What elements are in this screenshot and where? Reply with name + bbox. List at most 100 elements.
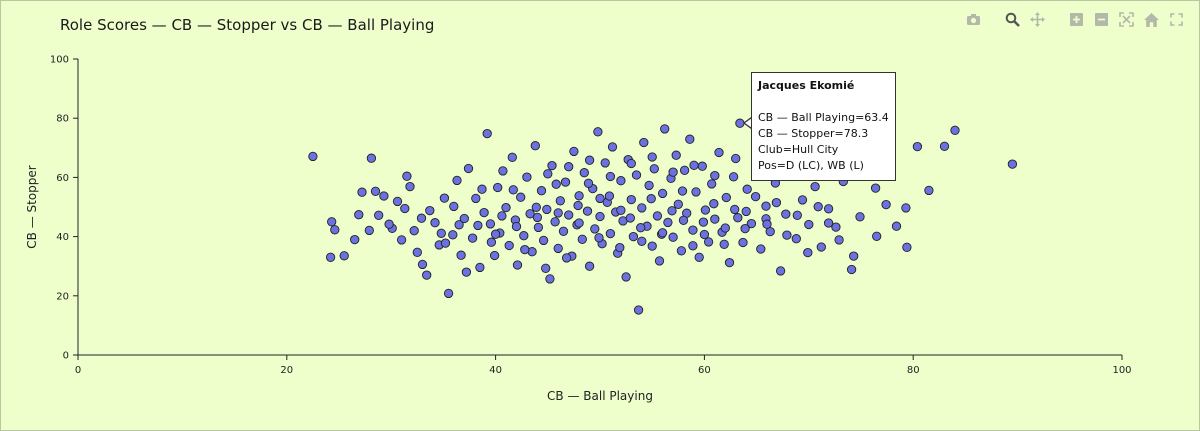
data-point[interactable]	[456, 250, 466, 260]
data-point[interactable]	[721, 192, 731, 203]
data-point[interactable]	[668, 167, 678, 177]
data-point[interactable]	[553, 243, 563, 254]
data-point[interactable]	[679, 165, 690, 175]
data-point[interactable]	[891, 221, 902, 231]
data-point[interactable]	[823, 204, 834, 214]
data-point[interactable]	[440, 238, 451, 248]
data-point[interactable]	[543, 169, 553, 179]
data-point[interactable]	[741, 206, 751, 217]
data-point[interactable]	[512, 260, 523, 270]
data-point[interactable]	[810, 181, 820, 192]
data-point[interactable]	[417, 259, 428, 270]
data-point[interactable]	[392, 196, 403, 207]
data-point[interactable]	[545, 274, 555, 284]
data-point[interactable]	[688, 225, 698, 235]
data-point[interactable]	[652, 211, 663, 221]
data-point[interactable]	[756, 244, 766, 254]
data-point[interactable]	[558, 226, 569, 236]
data-point[interactable]	[595, 211, 605, 222]
data-point[interactable]	[791, 234, 801, 244]
data-point[interactable]	[710, 214, 720, 224]
data-point[interactable]	[443, 288, 454, 299]
data-point[interactable]	[703, 237, 714, 247]
data-point[interactable]	[354, 210, 364, 220]
data-point[interactable]	[775, 266, 786, 276]
data-point[interactable]	[412, 247, 422, 257]
data-point[interactable]	[551, 179, 561, 189]
data-point[interactable]	[439, 193, 450, 203]
data-point[interactable]	[422, 270, 432, 280]
zoom-in-icon[interactable]	[1067, 10, 1086, 29]
data-point[interactable]	[448, 230, 458, 240]
data-point[interactable]	[574, 191, 584, 201]
data-point[interactable]	[667, 206, 677, 216]
data-point[interactable]	[688, 241, 698, 251]
pan-icon[interactable]	[1028, 10, 1047, 29]
data-point[interactable]	[700, 205, 711, 215]
data-point[interactable]	[600, 158, 610, 168]
data-point[interactable]	[473, 220, 483, 231]
data-point[interactable]	[637, 203, 647, 213]
data-point[interactable]	[657, 228, 668, 238]
data-point[interactable]	[939, 141, 950, 151]
data-point[interactable]	[459, 213, 469, 224]
data-point[interactable]	[649, 164, 659, 174]
data-point[interactable]	[308, 151, 318, 162]
data-point[interactable]	[792, 210, 802, 220]
data-point[interactable]	[738, 237, 748, 248]
data-point[interactable]	[547, 160, 557, 171]
data-point[interactable]	[762, 219, 772, 229]
data-point[interactable]	[626, 158, 636, 169]
data-point[interactable]	[436, 228, 446, 238]
data-point[interactable]	[493, 182, 503, 193]
data-point[interactable]	[691, 187, 701, 197]
data-point[interactable]	[694, 252, 704, 262]
data-point[interactable]	[685, 134, 695, 144]
data-point[interactable]	[542, 204, 552, 215]
data-point[interactable]	[475, 262, 485, 273]
data-point[interactable]	[357, 187, 367, 197]
data-point[interactable]	[471, 193, 481, 204]
data-point[interactable]	[849, 251, 859, 261]
data-point[interactable]	[569, 146, 579, 157]
data-point[interactable]	[384, 219, 394, 229]
data-point[interactable]	[530, 141, 540, 151]
data-point[interactable]	[605, 228, 616, 239]
data-point[interactable]	[901, 203, 911, 213]
data-point[interactable]	[379, 191, 389, 201]
data-point[interactable]	[709, 199, 719, 209]
data-point[interactable]	[615, 242, 625, 253]
data-point[interactable]	[577, 234, 587, 244]
data-point[interactable]	[633, 305, 644, 315]
data-point[interactable]	[731, 153, 741, 164]
data-point[interactable]	[746, 218, 757, 229]
data-point[interactable]	[924, 185, 934, 196]
data-point[interactable]	[660, 124, 670, 134]
data-point[interactable]	[555, 196, 565, 206]
data-point[interactable]	[831, 222, 841, 232]
data-point[interactable]	[698, 217, 709, 227]
data-point[interactable]	[689, 160, 699, 170]
data-point[interactable]	[541, 263, 551, 273]
data-point[interactable]	[590, 224, 600, 234]
data-point[interactable]	[677, 186, 688, 196]
data-point[interactable]	[761, 201, 771, 211]
zoom-icon[interactable]	[1003, 10, 1022, 29]
data-point[interactable]	[625, 213, 635, 223]
data-point[interactable]	[564, 162, 574, 172]
data-point[interactable]	[647, 152, 657, 162]
data-point[interactable]	[782, 230, 792, 240]
data-point[interactable]	[631, 170, 642, 180]
data-point[interactable]	[673, 199, 683, 209]
data-point[interactable]	[637, 236, 647, 246]
data-point[interactable]	[781, 209, 791, 219]
data-point[interactable]	[742, 184, 752, 194]
data-point[interactable]	[416, 213, 427, 223]
data-point[interactable]	[489, 250, 500, 261]
data-point[interactable]	[797, 195, 808, 205]
data-point[interactable]	[405, 181, 415, 192]
data-point[interactable]	[621, 272, 631, 282]
data-point[interactable]	[728, 172, 739, 182]
data-point[interactable]	[582, 206, 593, 216]
data-point[interactable]	[579, 168, 589, 178]
